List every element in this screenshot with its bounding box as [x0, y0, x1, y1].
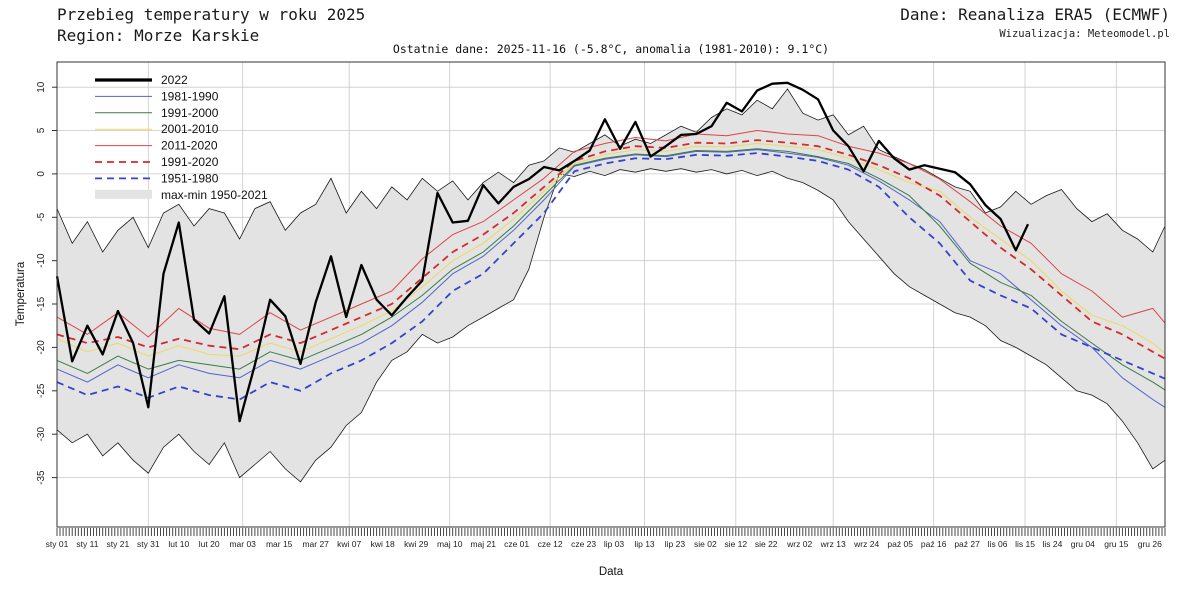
x-tick-label: lip 13 [634, 539, 655, 549]
region-subtitle: Region: Morze Karskie [57, 26, 260, 45]
page-title: Przebieg temperatury w roku 2025 [57, 5, 366, 24]
x-axis-title: Data [598, 566, 624, 578]
x-tick-label: lip 23 [665, 539, 686, 549]
band-lower-envelope [56, 168, 1166, 483]
x-tick-label: lut 10 [168, 539, 189, 549]
series-line-1991-2000 [56, 148, 1166, 391]
x-tick-label: cze 01 [504, 539, 529, 549]
data-source-label: Dane: Reanaliza ERA5 (ECMWF) [900, 5, 1170, 24]
x-tick-label: maj 21 [470, 539, 496, 549]
x-tick-label: lis 06 [988, 539, 1008, 549]
series-line-1981-1990 [56, 149, 1166, 408]
band-upper-envelope [56, 88, 1166, 253]
x-tick-label: wrz 24 [853, 539, 879, 549]
legend-label: 1991-2000 [161, 106, 219, 120]
x-tick-label: wrz 13 [820, 539, 846, 549]
y-tick-label: -20 [36, 340, 47, 355]
series-line-2011-2020 [56, 130, 1166, 338]
y-tick-label: -5 [36, 212, 47, 221]
x-tick-label: sty 01 [46, 539, 69, 549]
x-tick-label: paź 16 [921, 539, 947, 549]
x-tick-label: paź 05 [887, 539, 913, 549]
y-tick-label: -10 [36, 253, 47, 268]
y-tick-label: -30 [36, 427, 47, 442]
y-tick-label: 10 [36, 81, 47, 93]
y-tick-label: -15 [36, 296, 47, 311]
minmax-band [57, 88, 1165, 482]
x-tick-label: cze 23 [571, 539, 596, 549]
series-line-1991-2020 [56, 139, 1166, 360]
x-tick-label: lis 15 [1015, 539, 1035, 549]
x-tick-label: gru 15 [1104, 539, 1128, 549]
legend-band-swatch [95, 189, 152, 199]
x-tick-label: paź 27 [954, 539, 980, 549]
x-tick-label: lip 03 [604, 539, 625, 549]
y-tick-label: 0 [36, 171, 47, 177]
series-line-2001-2010 [56, 143, 1166, 357]
series-line-2022 [55, 81, 1030, 423]
legend-label: 2011-2020 [161, 139, 218, 153]
x-tick-label: mar 15 [266, 539, 293, 549]
y-tick-label: -35 [36, 470, 47, 485]
last-data-subtitle: Ostatnie dane: 2025-11-16 (-5.8°C, anoma… [392, 42, 830, 56]
x-tick-label: sty 21 [107, 539, 130, 549]
legend-label: 2022 [161, 73, 188, 87]
x-tick-label: maj 10 [437, 539, 463, 549]
x-tick-label: sty 31 [137, 539, 160, 549]
x-tick-label: kwi 18 [371, 539, 395, 549]
legend-label: max-min 1950-2021 [161, 188, 268, 202]
x-tick-label: gru 26 [1138, 539, 1162, 549]
x-tick-label: lis 24 [1042, 539, 1062, 549]
y-tick-label: -25 [36, 383, 47, 398]
x-tick-label: lut 20 [199, 539, 220, 549]
x-tick-label: gru 04 [1071, 539, 1095, 549]
x-tick-label: sie 12 [724, 539, 747, 549]
legend-label: 1981-1990 [161, 89, 219, 103]
legend-label: 1991-2020 [161, 155, 219, 169]
x-tick-label: sie 02 [694, 539, 717, 549]
x-tick-label: kwi 07 [337, 539, 361, 549]
x-tick-label: kwi 29 [404, 539, 428, 549]
y-tick-label: 5 [36, 127, 47, 133]
series-line-1951-1980 [56, 152, 1166, 401]
visualization-credit: Wizualizacja: Meteomodel.pl [999, 28, 1170, 40]
legend-label: 1951-1980 [161, 171, 219, 185]
x-tick-label: mar 27 [302, 539, 329, 549]
x-tick-label: cze 12 [538, 539, 563, 549]
x-tick-label: wrz 02 [786, 539, 812, 549]
x-tick-label: mar 03 [229, 539, 256, 549]
legend-label: 2001-2010 [161, 122, 219, 136]
x-tick-label: sie 22 [755, 539, 778, 549]
plot-frame [56, 61, 1166, 528]
x-tick-label: sty 11 [76, 539, 98, 549]
